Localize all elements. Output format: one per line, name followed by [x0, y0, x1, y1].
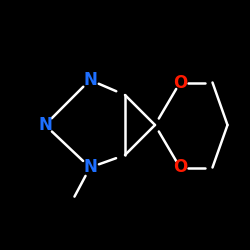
Text: N: N — [83, 158, 97, 176]
Text: O: O — [173, 158, 187, 176]
Text: O: O — [173, 74, 187, 92]
Text: N: N — [38, 116, 52, 134]
Text: N: N — [83, 71, 97, 89]
